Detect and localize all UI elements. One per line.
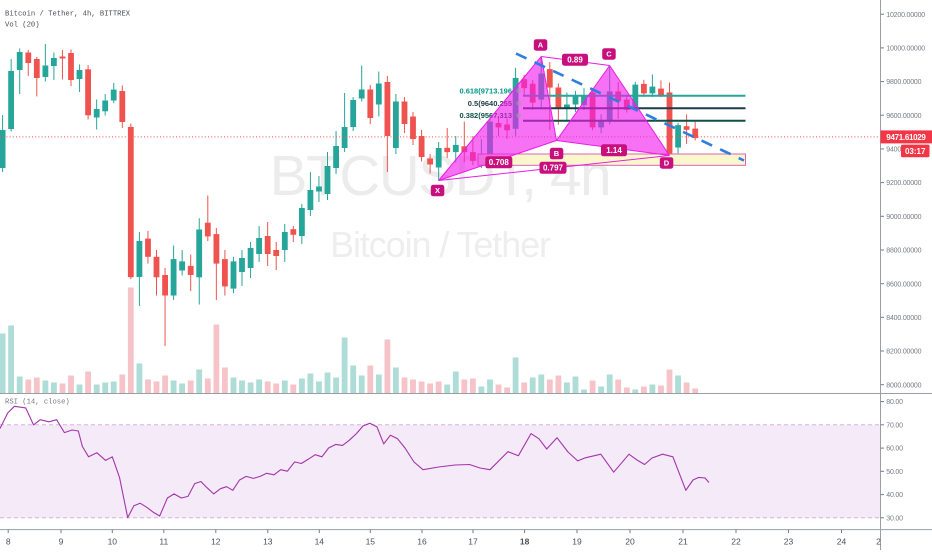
svg-text:8: 8 xyxy=(6,537,11,547)
svg-text:9800.00000: 9800.00000 xyxy=(886,79,921,86)
svg-text:13: 13 xyxy=(263,537,273,547)
svg-text:9471.61029: 9471.61029 xyxy=(886,133,926,142)
svg-text:12: 12 xyxy=(211,537,221,547)
svg-text:17: 17 xyxy=(468,537,478,547)
svg-text:8000.00000: 8000.00000 xyxy=(886,382,921,389)
svg-text:19: 19 xyxy=(572,537,582,547)
svg-text:03:17: 03:17 xyxy=(905,147,926,156)
svg-text:RSI (14, close): RSI (14, close) xyxy=(5,399,70,407)
svg-text:10200.00000: 10200.00000 xyxy=(886,12,925,19)
svg-text:1.14: 1.14 xyxy=(606,146,622,155)
svg-text:0.708: 0.708 xyxy=(489,158,510,167)
svg-text:70.00: 70.00 xyxy=(886,422,903,429)
svg-text:0.89: 0.89 xyxy=(567,56,583,65)
svg-text:9200.00000: 9200.00000 xyxy=(886,180,921,187)
svg-text:50.00: 50.00 xyxy=(886,469,903,476)
svg-text:9: 9 xyxy=(59,537,64,547)
svg-text:21: 21 xyxy=(678,537,688,547)
svg-text:8800.00000: 8800.00000 xyxy=(886,248,921,255)
svg-text:Bitcoin / Tether, 4h, BITTREX: Bitcoin / Tether, 4h, BITTREX xyxy=(5,11,131,19)
svg-text:X: X xyxy=(435,186,440,195)
svg-text:23: 23 xyxy=(784,537,794,547)
svg-text:C: C xyxy=(606,50,612,59)
svg-text:40.00: 40.00 xyxy=(886,492,903,499)
svg-text:Bitcoin / Tether: Bitcoin / Tether xyxy=(330,224,551,265)
svg-text:60.00: 60.00 xyxy=(886,446,903,453)
svg-text:8400.00000: 8400.00000 xyxy=(886,315,921,322)
svg-text:Vol (20): Vol (20) xyxy=(5,22,40,30)
svg-text:15: 15 xyxy=(366,537,376,547)
svg-text:10: 10 xyxy=(108,537,118,547)
svg-text:18: 18 xyxy=(520,537,530,547)
svg-text:80.00: 80.00 xyxy=(886,399,903,406)
svg-text:11: 11 xyxy=(159,537,168,547)
svg-text:D: D xyxy=(664,159,670,168)
svg-text:10000.00000: 10000.00000 xyxy=(886,46,925,53)
svg-text:9600.00000: 9600.00000 xyxy=(886,113,921,120)
svg-text:20: 20 xyxy=(625,537,635,547)
svg-text:30.00: 30.00 xyxy=(886,515,903,522)
svg-text:8200.00000: 8200.00000 xyxy=(886,349,921,356)
svg-text:B: B xyxy=(554,149,560,158)
svg-text:16: 16 xyxy=(417,537,427,547)
svg-text:9000.00000: 9000.00000 xyxy=(886,214,921,221)
svg-text:0.797: 0.797 xyxy=(543,164,564,173)
svg-text:14: 14 xyxy=(315,537,325,547)
svg-text:0.618(9713.196: 0.618(9713.196 xyxy=(459,86,512,95)
svg-text:24: 24 xyxy=(837,537,847,547)
svg-text:8600.00000: 8600.00000 xyxy=(886,281,921,288)
svg-text:2: 2 xyxy=(876,537,881,547)
svg-text:A: A xyxy=(538,41,544,50)
svg-text:22: 22 xyxy=(731,537,741,547)
